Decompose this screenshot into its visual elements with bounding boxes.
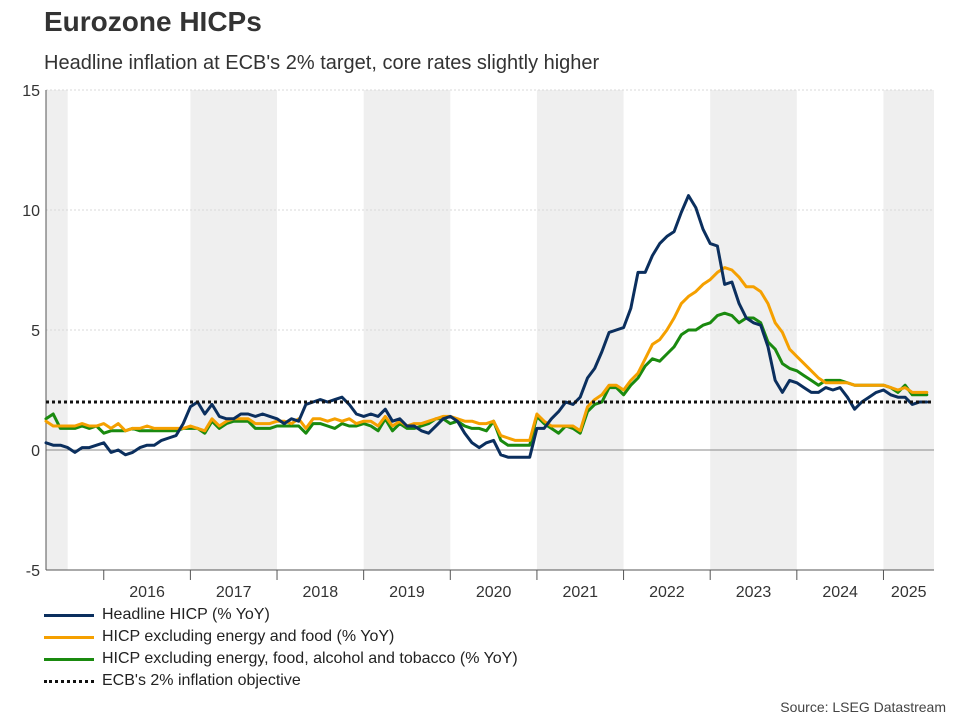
source-note: Source: LSEG Datastream [780, 699, 946, 715]
y-tick-label-4: 15 [22, 83, 40, 100]
legend-item-core-ex-alc: HICP excluding energy, food, alcohol and… [44, 648, 518, 670]
x-tick-label-2019: 2019 [389, 584, 425, 600]
legend-label-headline: Headline HICP (% YoY) [102, 606, 270, 623]
legend: Headline HICP (% YoY) HICP excluding ene… [44, 604, 518, 692]
y-tick-label-1: 0 [31, 443, 40, 460]
x-tick-label-2025: 2025 [891, 584, 927, 600]
x-tick-label-2018: 2018 [303, 584, 339, 600]
legend-swatch-headline [44, 613, 94, 617]
x-tick-label-2016: 2016 [129, 584, 165, 600]
chart-subtitle: Headline inflation at ECB's 2% target, c… [44, 52, 600, 74]
legend-label-core-ex-alc: HICP excluding energy, food, alcohol and… [102, 650, 518, 667]
legend-label-ecb-target: ECB's 2% inflation objective [102, 672, 301, 689]
chart-title: Eurozone HICPs [44, 6, 262, 37]
y-tick-label-3: 10 [22, 203, 40, 220]
legend-label-core: HICP excluding energy and food (% YoY) [102, 628, 395, 645]
x-tick-label-2024: 2024 [822, 584, 858, 600]
series-line-0 [44, 194, 929, 459]
x-tick-label-2021: 2021 [562, 584, 598, 600]
legend-item-ecb-target: ECB's 2% inflation objective [44, 670, 518, 692]
x-tick-label-2017: 2017 [216, 584, 252, 600]
series-line-2 [44, 311, 929, 447]
x-tick-label-2023: 2023 [736, 584, 772, 600]
line-chart: -5 0 5 10 15 2016 2017 2018 2019 2020 2021 2022 2023… [22, 83, 934, 600]
x-tick-label-2022: 2022 [649, 584, 685, 600]
legend-swatch-core [44, 635, 94, 639]
legend-swatch-ecb-target [44, 679, 94, 683]
series-line-1 [44, 266, 929, 442]
shaded-period-0 [46, 90, 68, 570]
y-tick-label-2: 5 [31, 323, 40, 340]
x-tick-label-2020: 2020 [476, 584, 512, 600]
legend-item-headline: Headline HICP (% YoY) [44, 604, 518, 626]
legend-swatch-core-ex-alc [44, 657, 94, 661]
y-tick-label-0: -5 [26, 563, 40, 580]
legend-item-core: HICP excluding energy and food (% YoY) [44, 626, 518, 648]
